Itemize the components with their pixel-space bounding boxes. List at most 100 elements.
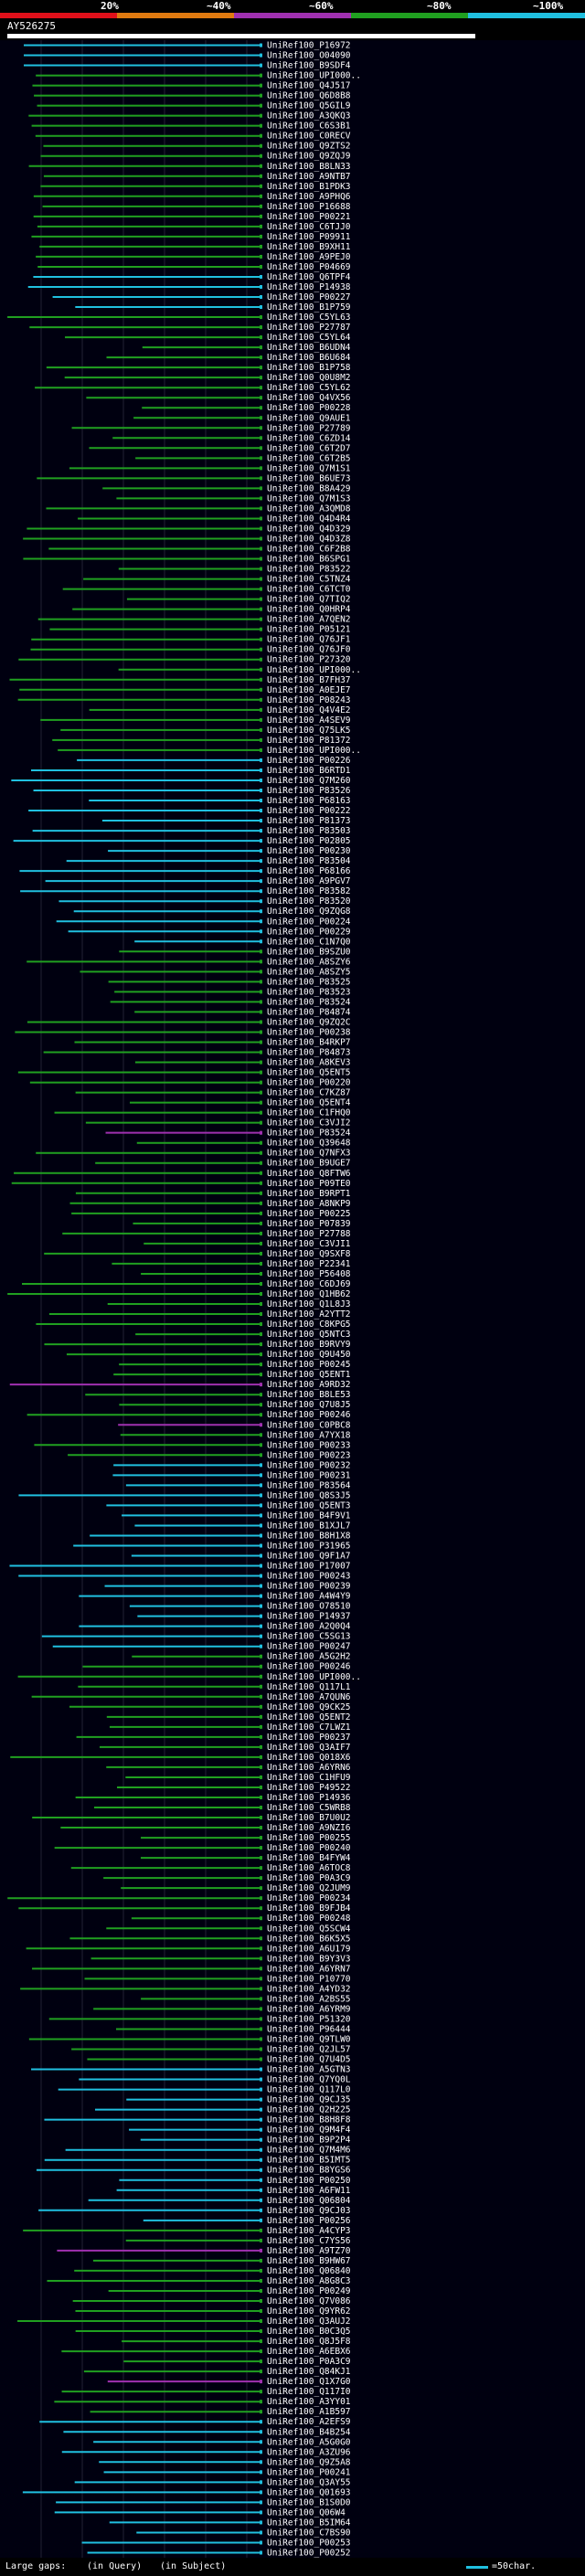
hit-label[interactable]: UniRef100_A2EFS9	[267, 2417, 351, 2427]
hit-label[interactable]: UniRef100_Q018X6	[267, 1753, 351, 1763]
hit-label[interactable]: UniRef100_P00248	[267, 1913, 351, 1924]
hit-label[interactable]: UniRef100_P0A3C9	[267, 1873, 351, 1883]
hit-label[interactable]: UniRef100_Q2JUM9	[267, 1883, 351, 1893]
hit-label[interactable]: UniRef100_O04090	[267, 51, 351, 61]
hit-label[interactable]: UniRef100_Q8S3J5	[267, 1490, 351, 1500]
hit-label[interactable]: UniRef100_C8KPG5	[267, 1320, 351, 1330]
hit-label[interactable]: UniRef100_P00256	[267, 2216, 351, 2226]
hit-label[interactable]: UniRef100_A9PGV7	[267, 876, 351, 886]
hit-label[interactable]: UniRef100_Q6D8B8	[267, 91, 351, 101]
hit-label[interactable]: UniRef100_P27787	[267, 323, 351, 333]
hit-label[interactable]: UniRef100_A7QEN2	[267, 615, 351, 625]
hit-label[interactable]: UniRef100_Q7M4M6	[267, 2146, 351, 2156]
hit-label[interactable]: UniRef100_Q01693	[267, 2487, 351, 2497]
hit-label[interactable]: UniRef100_P22341	[267, 1259, 351, 1269]
hit-label[interactable]: UniRef100_A7YX18	[267, 1430, 351, 1440]
hit-label[interactable]: UniRef100_A8NKP9	[267, 1199, 351, 1209]
hit-label[interactable]: UniRef100_C7YS56	[267, 2236, 351, 2246]
hit-label[interactable]: UniRef100_UPI000..	[267, 71, 361, 81]
hit-label[interactable]: UniRef100_A6YRM9	[267, 2004, 351, 2014]
hit-label[interactable]: UniRef100_P14937	[267, 1612, 351, 1622]
hit-label[interactable]: UniRef100_P00255	[267, 1833, 351, 1843]
hit-label[interactable]: UniRef100_Q7M1S1	[267, 463, 351, 473]
hit-label[interactable]: UniRef100_Q4D3Z8	[267, 534, 351, 544]
hit-label[interactable]: UniRef100_Q9F1A7	[267, 1552, 351, 1562]
hit-label[interactable]: UniRef100_A9NZI6	[267, 1823, 351, 1833]
hit-label[interactable]: UniRef100_B9P2P4	[267, 2136, 351, 2146]
hit-label[interactable]: UniRef100_P00237	[267, 1733, 351, 1743]
hit-label[interactable]: UniRef100_Q7V086	[267, 2296, 351, 2306]
hit-label[interactable]: UniRef100_P16688	[267, 202, 351, 212]
hit-label[interactable]: UniRef100_A3QKQ3	[267, 111, 351, 122]
hit-label[interactable]: UniRef100_B6U684	[267, 353, 351, 363]
hit-label[interactable]: UniRef100_Q7U8J5	[267, 1400, 351, 1410]
hit-label[interactable]: UniRef100_Q7YQ0L	[267, 2075, 351, 2085]
hit-label[interactable]: UniRef100_Q9ZQG8	[267, 906, 351, 917]
hit-label[interactable]: UniRef100_A9RD32	[267, 1380, 351, 1390]
hit-label[interactable]: UniRef100_P00238	[267, 1027, 351, 1037]
hit-label[interactable]: UniRef100_B8YGS6	[267, 2166, 351, 2176]
hit-label[interactable]: UniRef100_A8SZY5	[267, 967, 351, 977]
hit-label[interactable]: UniRef100_P83526	[267, 786, 351, 796]
hit-label[interactable]: UniRef100_P00233	[267, 1440, 351, 1450]
hit-label[interactable]: UniRef100_P00224	[267, 917, 351, 927]
hit-label[interactable]: UniRef100_P10770	[267, 1974, 351, 1984]
hit-label[interactable]: UniRef100_P00230	[267, 846, 351, 856]
hit-label[interactable]: UniRef100_B5IM64	[267, 2518, 351, 2528]
hit-label[interactable]: UniRef100_C0PBC8	[267, 1420, 351, 1430]
hit-label[interactable]: UniRef100_P00243	[267, 1572, 351, 1582]
hit-label[interactable]: UniRef100_C3VJI1	[267, 1239, 351, 1249]
hit-label[interactable]: UniRef100_P00225	[267, 1209, 351, 1219]
hit-label[interactable]: UniRef100_Q8FTW6	[267, 1169, 351, 1179]
hit-label[interactable]: UniRef100_P83582	[267, 886, 351, 896]
hit-label[interactable]: UniRef100_Q7M260	[267, 776, 351, 786]
hit-label[interactable]: UniRef100_Q9U450	[267, 1350, 351, 1360]
hit-label[interactable]: UniRef100_C6T2B5	[267, 453, 351, 463]
hit-label[interactable]: UniRef100_P49522	[267, 1783, 351, 1793]
hit-label[interactable]: UniRef100_Q9ZQJ9	[267, 152, 351, 162]
hit-label[interactable]: UniRef100_B5IMT5	[267, 2156, 351, 2166]
hit-label[interactable]: UniRef100_Q5ENT2	[267, 1712, 351, 1723]
hit-label[interactable]: UniRef100_B8H8F8	[267, 2115, 351, 2125]
hit-label[interactable]: UniRef100_B1XJL7	[267, 1521, 351, 1531]
hit-label[interactable]: UniRef100_P83524	[267, 997, 351, 1007]
hit-label[interactable]: UniRef100_Q3AY55	[267, 2477, 351, 2487]
hit-label[interactable]: UniRef100_B4B254	[267, 2427, 351, 2437]
hit-label[interactable]: UniRef100_P81373	[267, 816, 351, 826]
hit-label[interactable]: UniRef100_P00247	[267, 1642, 351, 1652]
hit-label[interactable]: UniRef100_P00245	[267, 1360, 351, 1370]
hit-label[interactable]: UniRef100_B4F9V1	[267, 1511, 351, 1521]
hit-label[interactable]: UniRef100_Q1X7G0	[267, 2377, 351, 2387]
hit-label[interactable]: UniRef100_B1P758	[267, 363, 351, 373]
hit-label[interactable]: UniRef100_P16972	[267, 41, 351, 51]
hit-label[interactable]: UniRef100_P83503	[267, 826, 351, 836]
hit-label[interactable]: UniRef100_C1HFU9	[267, 1773, 351, 1783]
hit-label[interactable]: UniRef100_Q76JF0	[267, 645, 351, 655]
hit-label[interactable]: UniRef100_P96444	[267, 2024, 351, 2034]
hit-label[interactable]: UniRef100_A6YRN7	[267, 1964, 351, 1974]
hit-label[interactable]: UniRef100_P27789	[267, 423, 351, 433]
hit-label[interactable]: UniRef100_B8A429	[267, 483, 351, 493]
hit-label[interactable]: UniRef100_Q2JL57	[267, 2044, 351, 2054]
hit-label[interactable]: UniRef100_P84874	[267, 1007, 351, 1017]
hit-label[interactable]: UniRef100_B9HW67	[267, 2256, 351, 2266]
hit-label[interactable]: UniRef100_C1N7Q0	[267, 937, 351, 947]
hit-label[interactable]: UniRef100_Q9Z5A8	[267, 2457, 351, 2467]
hit-label[interactable]: UniRef100_B4FYW4	[267, 1853, 351, 1863]
hit-label[interactable]: UniRef100_Q5ENT1	[267, 1370, 351, 1380]
hit-label[interactable]: UniRef100_Q7NFX3	[267, 1149, 351, 1159]
hit-label[interactable]: UniRef100_B1P759	[267, 302, 351, 313]
hit-label[interactable]: UniRef100_P00250	[267, 2176, 351, 2186]
hit-label[interactable]: UniRef100_C6S3B1	[267, 122, 351, 132]
hit-label[interactable]: UniRef100_Q5NTC3	[267, 1330, 351, 1340]
hit-label[interactable]: UniRef100_Q117L1	[267, 1682, 351, 1692]
hit-label[interactable]: UniRef100_B4RKP7	[267, 1037, 351, 1047]
hit-label[interactable]: UniRef100_A4SEV9	[267, 716, 351, 726]
hit-label[interactable]: UniRef100_B8LE53	[267, 1390, 351, 1400]
hit-label[interactable]: UniRef100_UPI000..	[267, 1672, 361, 1682]
hit-label[interactable]: UniRef100_A9PHQ6	[267, 192, 351, 202]
hit-label[interactable]: UniRef100_Q39648	[267, 1139, 351, 1149]
hit-label[interactable]: UniRef100_Q4D329	[267, 524, 351, 534]
hit-label[interactable]: UniRef100_A5GTN3	[267, 2065, 351, 2075]
hit-label[interactable]: UniRef100_A4W4Y9	[267, 1592, 351, 1602]
